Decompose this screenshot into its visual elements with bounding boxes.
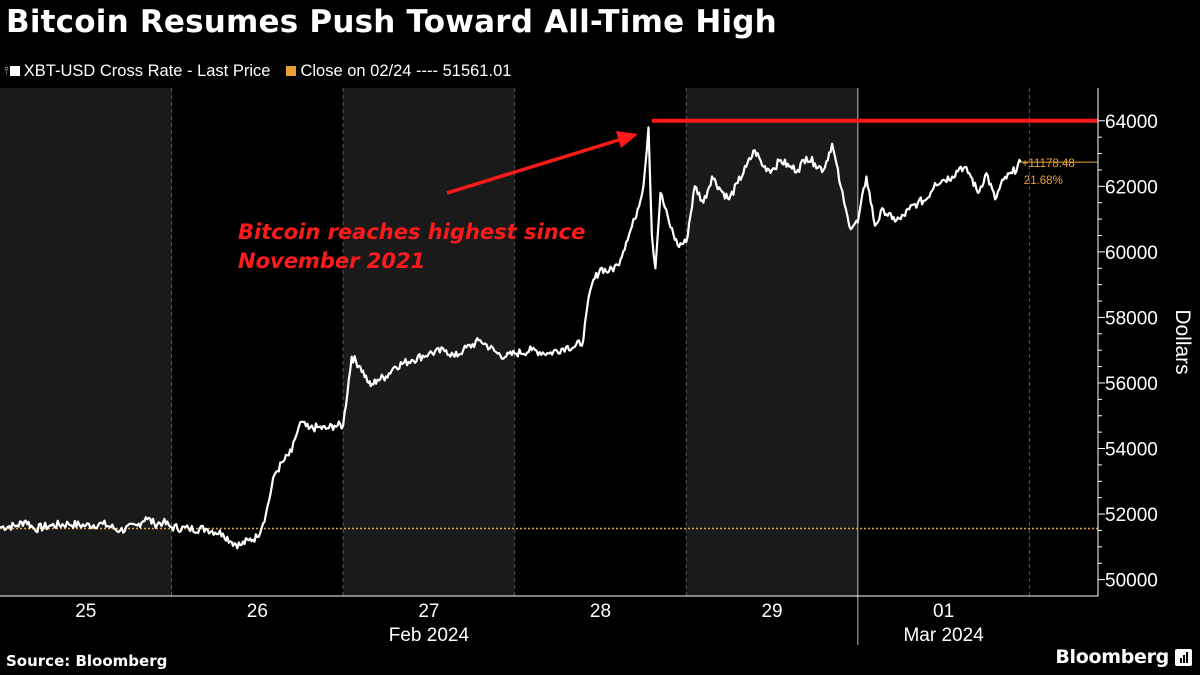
chart-labels: Bitcoin reaches highest since November 20…	[238, 158, 1098, 273]
chart-title: Bitcoin Resumes Push Toward All-Time Hig…	[6, 4, 777, 40]
y-tick-label: 64000	[1105, 112, 1158, 133]
change-value-label: +11178.48	[1022, 158, 1075, 170]
y-tick-label: 54000	[1105, 440, 1158, 461]
y-axis: 50000 52000 54000 56000 58000 60000 62000 64000…	[1097, 88, 1194, 596]
shaded-day-bands	[0, 88, 858, 596]
x-month-label: Mar 2024	[903, 625, 984, 646]
annotation-line-2: November 2021	[238, 249, 425, 273]
y-tick-label: 50000	[1105, 571, 1158, 592]
x-month-label: Feb 2024	[389, 625, 470, 646]
x-axis: 25 26 27 28 29 01 Feb 2024 Mar 2024	[0, 595, 1098, 646]
arrow-shaft	[446, 137, 623, 195]
vertical-gridlines	[171, 88, 1030, 645]
legend-close-label: Close on 02/24 ---- 51561.01	[300, 61, 512, 80]
shaded-band	[686, 88, 858, 596]
y-axis-label: Dollars	[1171, 309, 1194, 374]
annotation-arrow	[446, 131, 638, 195]
source-note: Source: Bloomberg	[6, 652, 168, 670]
y-tick-label: 56000	[1105, 374, 1158, 395]
bloomberg-logo-icon	[1175, 648, 1192, 666]
brand: Bloomberg	[1055, 646, 1192, 668]
x-tick-label: 29	[761, 601, 782, 622]
legend-series-label: XBT-USD Cross Rate - Last Price	[23, 61, 271, 80]
price-line	[0, 126, 1022, 550]
x-tick-label: 26	[247, 601, 268, 622]
legend-close-swatch	[286, 66, 297, 76]
shaded-band	[343, 88, 515, 596]
y-tick-label: 62000	[1105, 177, 1158, 198]
x-tick-label: 01	[933, 601, 954, 622]
legend: ⫯ XBT-USD Cross Rate - Last Price Close …	[4, 61, 511, 81]
y-tick-label: 60000	[1105, 243, 1158, 264]
legend-price-swatch	[9, 66, 20, 76]
x-tick-label: 25	[75, 601, 96, 622]
annotation-line-1: Bitcoin reaches highest since	[238, 220, 585, 244]
brand-name: Bloomberg	[1055, 646, 1169, 668]
shaded-band	[0, 88, 172, 596]
y-tick-label: 58000	[1105, 308, 1158, 329]
arrowhead-icon	[616, 131, 638, 148]
change-pct-label: 21.68%	[1024, 175, 1063, 187]
x-tick-label: 27	[418, 601, 439, 622]
legend-marker-icon: ⫯	[4, 64, 9, 77]
y-tick-label: 52000	[1105, 505, 1158, 526]
x-tick-label: 28	[590, 601, 611, 622]
price-series	[0, 126, 1022, 550]
